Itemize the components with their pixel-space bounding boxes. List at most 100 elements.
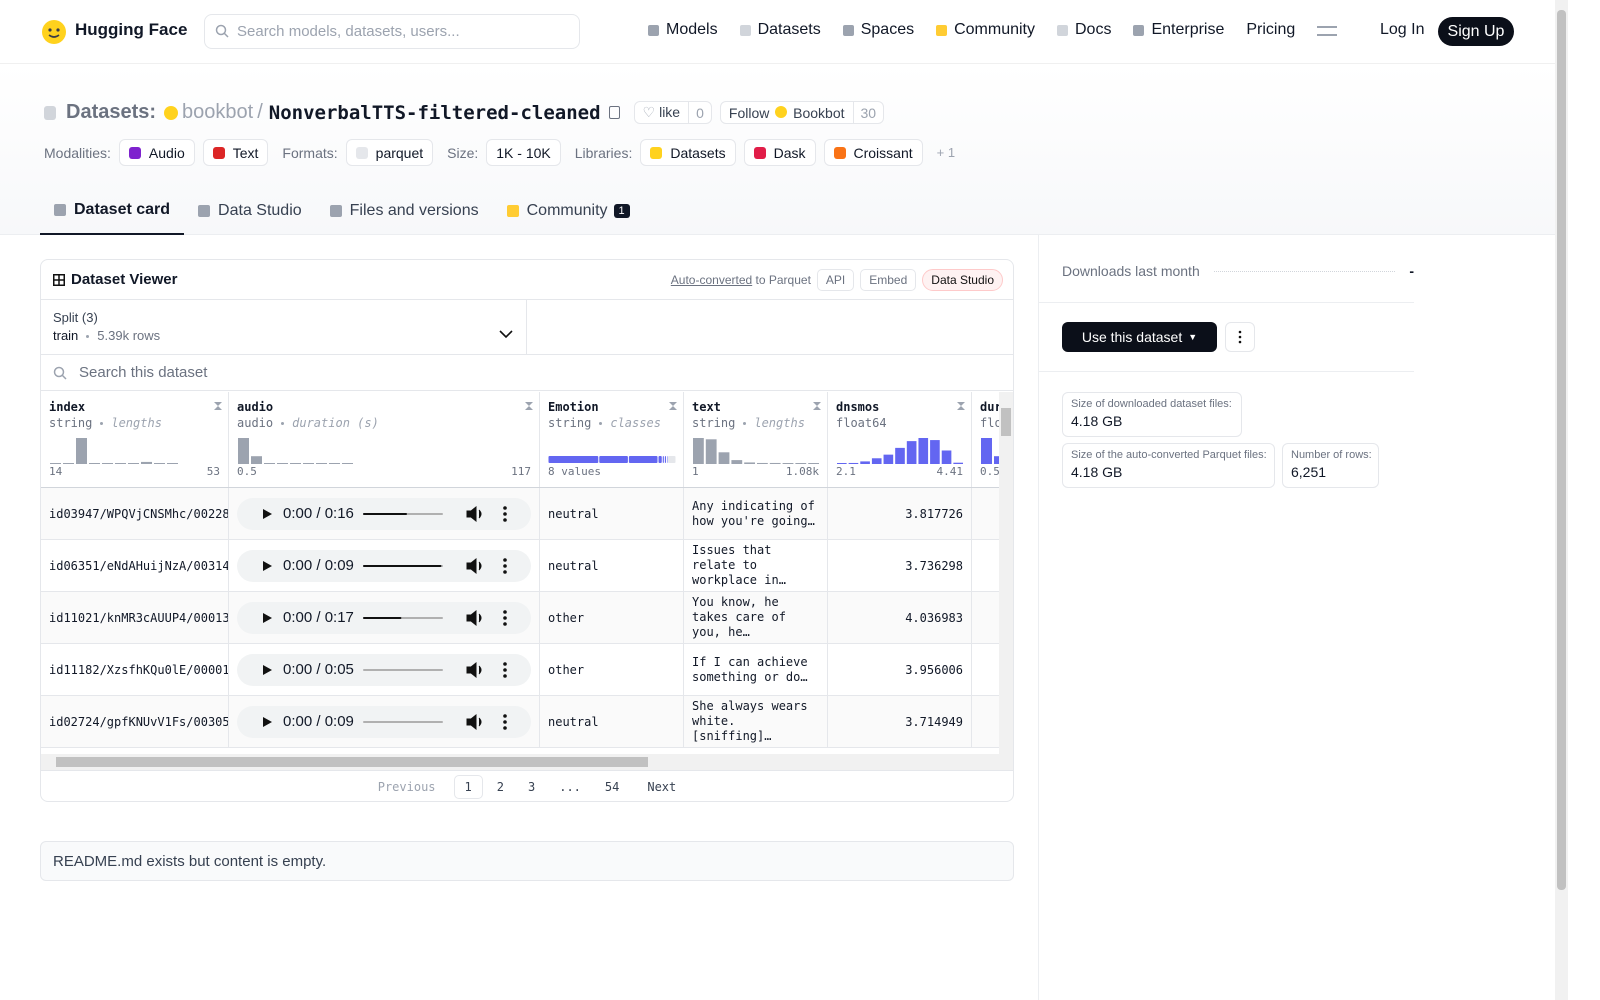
logo[interactable] bbox=[40, 18, 68, 46]
section[interactable]: Datasets: bbox=[66, 101, 157, 123]
nav-link[interactable]: Docs bbox=[1057, 21, 1111, 39]
audio-player[interactable]: 0:00 / 0:09 bbox=[237, 549, 531, 582]
previous[interactable]: Previous bbox=[377, 779, 436, 794]
histogram-bar bbox=[795, 463, 807, 464]
sort-icon[interactable] bbox=[813, 402, 821, 410]
page-link[interactable]: 54 bbox=[604, 779, 620, 794]
tab[interactable]: Data Studio bbox=[184, 186, 316, 235]
auto-converted[interactable]: Auto-converted to Parquet bbox=[671, 273, 811, 287]
cell-duration bbox=[972, 592, 999, 643]
scroll-thumb[interactable] bbox=[56, 757, 648, 767]
split-selector[interactable]: Split (3) train 5.39k rows bbox=[41, 300, 1013, 355]
nav-link-text: Community bbox=[954, 21, 1035, 38]
page-link[interactable]: 1 bbox=[453, 774, 483, 799]
nav-link[interactable]: Community bbox=[936, 21, 1035, 39]
nav-icon bbox=[1133, 24, 1145, 36]
nav-link[interactable]: Spaces bbox=[842, 21, 914, 39]
nav-link[interactable]: Pricing bbox=[1246, 21, 1295, 39]
progress-track bbox=[363, 668, 443, 671]
range-labels: 2.1 4.41 bbox=[836, 465, 963, 478]
like-count: 0 bbox=[688, 102, 711, 123]
table-row: id11182/XzsfhKQu0lE/00001 0:00 / 0:05 othe… bbox=[41, 644, 999, 696]
tag-chip[interactable]: Audio bbox=[118, 139, 195, 166]
dataset-search[interactable]: Search this dataset bbox=[41, 355, 1013, 391]
audio-player[interactable]: 0:00 / 0:05 bbox=[237, 653, 531, 686]
tab[interactable]: Community 1 bbox=[493, 186, 644, 235]
sort-icon[interactable] bbox=[669, 402, 677, 410]
histogram-bar bbox=[316, 463, 327, 464]
audio-player[interactable]: 0:00 / 0:16 bbox=[237, 497, 531, 530]
viewer-title: Dataset Viewer bbox=[71, 271, 178, 288]
page-link[interactable]: 2 bbox=[496, 779, 504, 794]
range-labels: 0.5 117 bbox=[237, 465, 531, 478]
tab[interactable]: Files and versions bbox=[316, 186, 493, 235]
scroll-thumb[interactable] bbox=[1557, 10, 1566, 890]
histogram bbox=[50, 438, 178, 464]
tab-label: Files and versions bbox=[349, 201, 479, 219]
column-header: index string lengths 14 53 bbox=[41, 392, 229, 487]
dataset-header: Datasets: bookbot / NonverbalTTS-filtere… bbox=[0, 64, 1555, 235]
page-link[interactable]: 3 bbox=[527, 779, 536, 794]
menu-dot bbox=[503, 569, 507, 574]
auto-link[interactable]: Auto-converted bbox=[670, 273, 753, 287]
horizontal-scrollbar[interactable] bbox=[41, 754, 1013, 770]
signup[interactable]: Sign Up bbox=[1438, 17, 1514, 46]
stat-label: Size of the auto-converted Parquet files… bbox=[1071, 449, 1267, 461]
scroll-thumb[interactable] bbox=[1001, 408, 1011, 436]
audio-player[interactable]: 0:00 / 0:17 bbox=[237, 601, 531, 634]
cell-audio: 0:00 / 0:09 bbox=[229, 540, 540, 591]
histogram bbox=[693, 438, 819, 464]
split-box[interactable]: Split (3) train 5.39k rows bbox=[41, 300, 527, 355]
histogram-bar bbox=[757, 462, 768, 464]
histogram-bar bbox=[167, 463, 178, 464]
sort-icon[interactable] bbox=[214, 402, 222, 410]
tab-icon bbox=[198, 204, 211, 217]
tag-chip[interactable]: Dask bbox=[743, 139, 816, 166]
tab[interactable]: Dataset card bbox=[40, 186, 185, 235]
next[interactable]: Next bbox=[647, 779, 677, 794]
nav-link[interactable]: Models bbox=[648, 21, 718, 39]
histogram-bar bbox=[290, 463, 301, 464]
nav-link[interactable]: Enterprise bbox=[1133, 21, 1224, 39]
nav-link-text: Datasets bbox=[757, 21, 821, 38]
follow-button[interactable]: Follow Bookbot 30 bbox=[719, 101, 885, 124]
stat-label: Number of rows: bbox=[1291, 449, 1372, 461]
nav-link[interactable]: Datasets bbox=[739, 21, 821, 39]
audio-player[interactable]: 0:00 / 0:09 bbox=[237, 705, 531, 738]
login[interactable]: Log In bbox=[1380, 21, 1425, 38]
histogram-bar bbox=[277, 463, 288, 464]
tag-chip[interactable]: parquet bbox=[345, 139, 434, 166]
split-rows: 5.39k rows bbox=[97, 328, 161, 343]
studio-button[interactable]: Data Studio bbox=[922, 269, 1003, 291]
stat-box: Size of downloaded dataset files: 4.18 GB bbox=[1062, 392, 1242, 437]
tag-chip[interactable]: Croissant bbox=[823, 139, 923, 166]
stat: lengths bbox=[754, 416, 805, 430]
like-button[interactable]: ♡ like 0 bbox=[633, 101, 712, 124]
brand[interactable]: Hugging Face bbox=[75, 20, 188, 39]
tag-chip[interactable]: Datasets bbox=[640, 139, 736, 166]
more-tags[interactable]: + 1 bbox=[936, 145, 956, 160]
cell-text: Issues that relate to workplace in… bbox=[684, 540, 828, 591]
menu-icon[interactable] bbox=[1317, 26, 1338, 36]
sort-icon[interactable] bbox=[957, 402, 965, 410]
tag-chip[interactable]: 1K - 10K bbox=[486, 139, 561, 166]
page-link[interactable]: ... bbox=[559, 779, 581, 794]
class-segment bbox=[662, 456, 664, 463]
cell-emotion: neutral bbox=[540, 540, 684, 591]
use-dataset-button[interactable]: Use this dataset ▼ bbox=[1062, 322, 1217, 352]
follow-count: 30 bbox=[852, 102, 884, 123]
vertical-scrollbar[interactable] bbox=[999, 392, 1013, 754]
api-button[interactable]: API bbox=[816, 269, 855, 291]
owner[interactable]: bookbot bbox=[182, 101, 254, 123]
page-scrollbar[interactable] bbox=[1555, 0, 1568, 1000]
tag-chip[interactable]: Text bbox=[202, 139, 269, 166]
class-segment bbox=[664, 456, 666, 463]
histogram-bar bbox=[744, 462, 755, 464]
histogram-bar bbox=[705, 439, 717, 464]
search-box[interactable]: Search models, datasets, users... bbox=[204, 14, 580, 49]
copy-button[interactable] bbox=[608, 106, 620, 119]
menu-dot bbox=[503, 713, 507, 718]
sort-icon[interactable] bbox=[525, 402, 533, 410]
embed-button[interactable]: Embed bbox=[860, 269, 917, 291]
more-button[interactable] bbox=[1225, 322, 1255, 352]
